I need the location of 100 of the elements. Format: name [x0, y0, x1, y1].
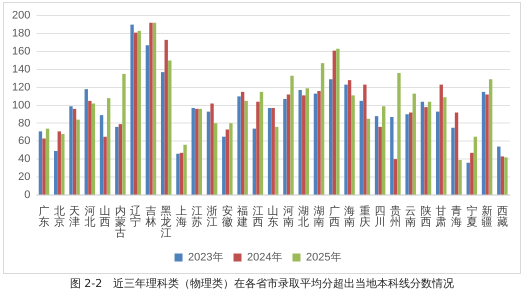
legend-label: 2025年 [306, 252, 342, 264]
bar [497, 146, 500, 194]
x-tick-label: 江西 [252, 206, 264, 229]
bar [504, 157, 508, 194]
bar [214, 123, 218, 194]
y-tick-label: 60 [18, 135, 30, 148]
bar [351, 95, 355, 194]
bar [244, 100, 248, 194]
x-tick-label: 山东 [268, 204, 279, 229]
x-tick-label: 新疆 [482, 204, 493, 229]
bar [436, 112, 440, 194]
x-tick-label: 山西 [100, 204, 111, 229]
bar [106, 98, 110, 194]
bar [54, 151, 58, 194]
bar [210, 104, 214, 194]
bar [348, 80, 352, 194]
x-tick-label: 黑龙江 [160, 206, 172, 240]
bar [466, 162, 470, 194]
caption: 图 2-2 近三年理科类（物理类）在各省市录取平均分超出当地本科线分数情况 [68, 276, 456, 291]
x-tick-label: 辽宁 [130, 206, 142, 229]
x-tick-label: 广西 [328, 204, 340, 229]
bar [138, 30, 141, 194]
bar [374, 116, 378, 194]
x-tick-label: 河北 [84, 206, 96, 229]
x-tick-label: 贵州 [390, 204, 401, 229]
bar [500, 156, 504, 194]
y-tick-label: 160 [12, 46, 30, 58]
bar [76, 120, 80, 194]
bar [271, 108, 275, 194]
bar [420, 102, 424, 194]
x-tick-label: 四川 [374, 206, 386, 229]
bar [458, 160, 462, 194]
bar [363, 84, 367, 194]
x-tick-label: 云南 [405, 206, 416, 229]
bar [366, 118, 370, 194]
bar [130, 24, 134, 194]
bar [115, 126, 119, 194]
y-tick-label: 140 [12, 63, 30, 76]
bar [320, 63, 324, 194]
bar [443, 97, 447, 194]
bar [240, 92, 244, 194]
x-tick-label: 河南 [282, 206, 294, 229]
bar [58, 131, 61, 194]
x-tick-label: 福建 [236, 204, 248, 229]
x-tick-label: 天津 [69, 206, 80, 229]
bar [160, 72, 164, 194]
x-tick-label: 甘肃 [436, 204, 447, 229]
y-tick-label: 80 [18, 117, 30, 130]
x-tick-label: 陕西 [420, 206, 432, 229]
bar [84, 89, 88, 194]
bar [252, 128, 256, 194]
bar [474, 136, 478, 194]
x-tick-label: 宁夏 [466, 204, 478, 229]
y-tick-label: 200 [12, 10, 30, 22]
y-tick-label: 0 [24, 189, 30, 202]
x-tick-label: 青海 [451, 204, 462, 229]
bar [168, 60, 172, 194]
bar [88, 100, 92, 194]
y-tick-label: 20 [18, 171, 30, 184]
bar [195, 108, 198, 194]
x-tick-label: 湖北 [298, 206, 310, 229]
bar [382, 106, 386, 194]
bar [470, 152, 474, 194]
bar [488, 79, 492, 194]
x-tick-label: 重庆 [359, 204, 370, 229]
bar [222, 136, 226, 194]
x-tick-label: 上海 [176, 204, 188, 229]
bar [302, 95, 306, 194]
bar [485, 94, 489, 194]
bar [146, 45, 150, 194]
x-tick-label: 内蒙古 [114, 204, 126, 240]
bar [61, 134, 65, 194]
y-tick-label: 40 [18, 153, 30, 166]
bar [408, 112, 412, 194]
bar [360, 100, 363, 194]
bar [198, 108, 202, 194]
bar [378, 126, 382, 194]
bar [192, 108, 195, 194]
x-tick-label: 吉林 [144, 204, 156, 229]
x-tick-label: 湖南 [314, 206, 325, 229]
x-tick-label: 安徽 [222, 204, 233, 229]
bar [390, 116, 394, 194]
x-tick-label: 海南 [344, 206, 356, 229]
bar [306, 88, 309, 194]
bar [134, 32, 138, 194]
bar [229, 123, 233, 194]
x-tick-label: 江苏 [191, 206, 202, 229]
bar [275, 126, 278, 194]
x-tick-label: 西藏 [496, 206, 508, 229]
bar [283, 99, 287, 194]
bar [336, 48, 340, 194]
x-tick-label: 广东 [38, 204, 50, 229]
legend-label: 2023年 [188, 252, 224, 264]
bar [440, 84, 443, 194]
bar [164, 40, 168, 194]
bar [412, 94, 416, 194]
bar [298, 90, 302, 194]
bar [183, 144, 187, 194]
bar [103, 136, 107, 194]
legend-label: 2024年 [247, 252, 282, 264]
